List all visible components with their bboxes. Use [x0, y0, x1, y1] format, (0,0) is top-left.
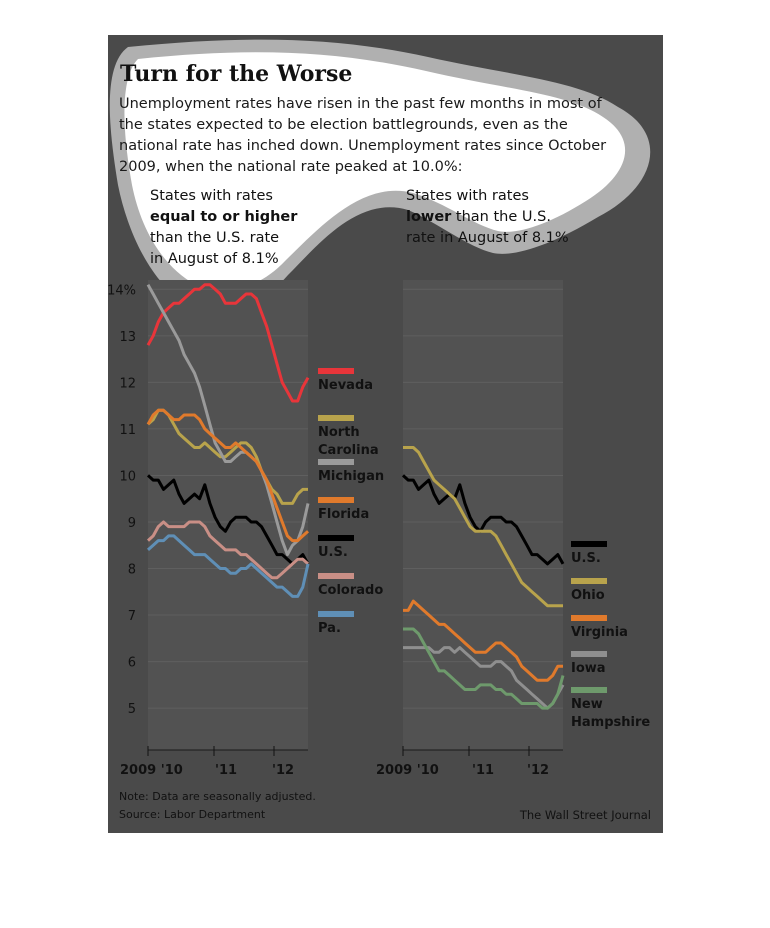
legend-swatch — [318, 611, 354, 617]
credit: The Wall Street Journal — [519, 808, 651, 822]
x-tick-label: '12 — [527, 763, 549, 778]
series-line-colorado — [146, 520, 310, 580]
left-group-line3: than the U.S. rate — [150, 230, 280, 246]
legend-label: North — [318, 425, 360, 440]
series-line-nevada — [146, 283, 310, 403]
legend-label: New — [571, 697, 603, 712]
right-group-label: States with rates lower than the U.S. ra… — [406, 186, 596, 249]
series-line-pa- — [146, 534, 310, 598]
legend-label: U.S. — [318, 545, 348, 560]
legend-label: Florida — [318, 507, 369, 522]
x-tick-label: '11 — [215, 763, 237, 778]
plot-area — [403, 280, 563, 750]
series-line-u-s- — [401, 474, 565, 566]
legend-swatch — [318, 459, 354, 465]
y-tick-label: 5 — [128, 702, 136, 717]
legend-label: Colorado — [318, 583, 383, 598]
left-group-bold: equal to or higher — [150, 209, 298, 225]
x-tick-label: 2009 '10 — [376, 763, 439, 778]
y-tick-label: 11 — [119, 423, 136, 438]
charts-svg: 14% 13 12 11 10 9 8 7 6 5 2009 '10 '11 '12 Nevada Nort… — [108, 280, 650, 778]
series-line-u-s- — [146, 474, 310, 566]
y-tick-label: 14% — [108, 283, 136, 298]
y-tick-label: 8 — [128, 563, 136, 578]
legend-swatch — [318, 535, 354, 541]
legend-swatch — [318, 573, 354, 579]
left-group-line1: States with rates — [150, 188, 273, 204]
right-group-line1: States with rates — [406, 188, 529, 204]
left-group-label: States with rates equal to or higher tha… — [150, 186, 325, 270]
y-tick-label: 9 — [128, 516, 136, 531]
legend-swatch — [571, 578, 607, 584]
x-tick-label: 2009 '10 — [120, 763, 183, 778]
legend-label: Iowa — [571, 661, 606, 676]
legend-swatch — [571, 687, 607, 693]
chart-title: Turn for the Worse — [120, 61, 353, 87]
chart-panel: Turn for the Worse Unemployment rates ha… — [108, 35, 663, 833]
x-tick-label: '12 — [272, 763, 294, 778]
series-line-virginia — [403, 599, 563, 682]
legend-label: Hampshire — [571, 715, 650, 730]
left-group-line4: in August of — [150, 251, 242, 267]
series-line-ohio — [403, 446, 563, 608]
y-tick-label: 13 — [119, 330, 136, 345]
legend-label: Ohio — [571, 588, 605, 603]
series-line-iowa — [403, 646, 565, 710]
legend-swatch — [571, 541, 607, 547]
legend-label: Carolina — [318, 443, 379, 458]
note: Note: Data are seasonally adjusted. — [119, 790, 316, 803]
legend-label: U.S. — [571, 551, 601, 566]
legend-swatch — [318, 497, 354, 503]
source: Source: Labor Department — [119, 808, 266, 821]
left-group-rate: 8.1% — [241, 251, 279, 267]
series-line-michigan — [146, 283, 310, 557]
highlight-blob — [109, 39, 651, 312]
y-tick-label: 10 — [119, 469, 136, 484]
legend-swatch — [571, 651, 607, 657]
series-line-new-hampshire — [403, 627, 565, 710]
x-tick-label: '11 — [472, 763, 494, 778]
series-line-florida — [146, 408, 309, 543]
chart-subtitle: Unemployment rates have risen in the pas… — [119, 96, 607, 175]
right-group-line3: rate in August of — [406, 230, 532, 246]
series-line-north-carolina — [146, 408, 308, 505]
legend-swatch — [318, 368, 354, 374]
right-group-bold: lower — [406, 209, 452, 225]
y-tick-label: 6 — [128, 656, 136, 671]
right-group-line2: than the U.S. — [451, 209, 551, 225]
legend-swatch — [571, 615, 607, 621]
legend-swatch — [318, 415, 354, 421]
legend-label: Michigan — [318, 469, 384, 484]
legend-label: Nevada — [318, 378, 373, 393]
plot-area — [148, 280, 308, 750]
right-group-rate: 8.1% — [531, 230, 569, 246]
y-tick-label: 12 — [119, 376, 136, 391]
y-tick-label: 7 — [128, 609, 136, 624]
legend-label: Pa. — [318, 621, 341, 636]
legend-label: Virginia — [571, 625, 628, 640]
